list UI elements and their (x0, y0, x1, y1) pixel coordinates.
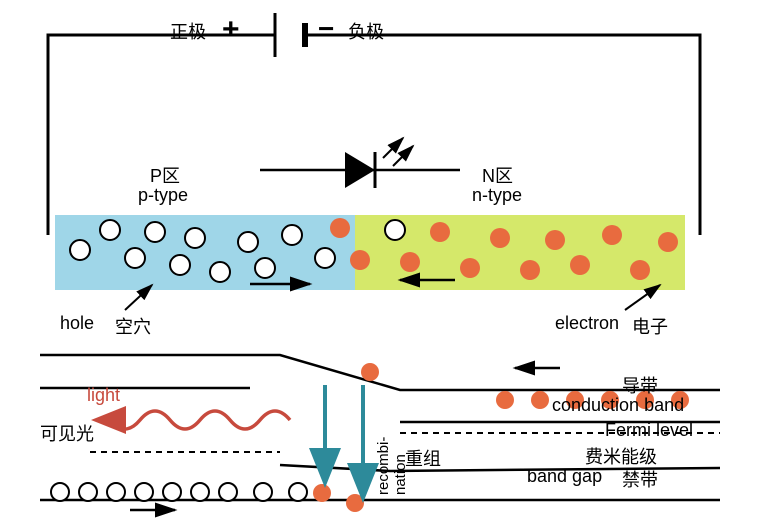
recombination-cn-label: 重组 (405, 445, 441, 471)
minus-sign: − (318, 13, 334, 45)
conduction-en-label: conduction band (552, 395, 684, 416)
electron-cn-label: 电子 (632, 313, 668, 339)
electron-en-label: electron (555, 313, 619, 334)
bandgap-en-label: band gap (527, 466, 602, 487)
plus-sign: + (222, 13, 240, 47)
p-region-en-label: p-type (138, 185, 188, 206)
n-region-en-label: n-type (472, 185, 522, 206)
bandgap-cn-label: 禁带 (622, 466, 658, 492)
positive-terminal-label: 正极 (170, 18, 206, 44)
light-cn-label: 可见光 (40, 420, 94, 446)
fermi-en-label: Fermi level (605, 420, 693, 441)
recombination-en-label: recombi- nation (375, 437, 409, 495)
light-en-label: light (87, 385, 120, 406)
hole-cn-label: 空穴 (115, 313, 151, 339)
hole-en-label: hole (60, 313, 94, 334)
negative-terminal-label: 负极 (348, 18, 384, 44)
